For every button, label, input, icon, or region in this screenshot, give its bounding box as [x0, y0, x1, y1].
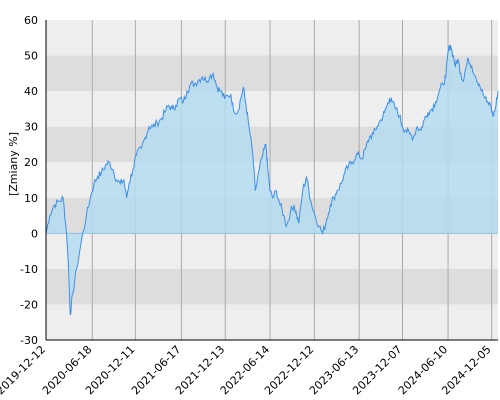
y-tick-label: -20	[20, 298, 38, 311]
y-tick-label: -10	[20, 263, 38, 276]
plot-band	[46, 233, 498, 269]
plot-band	[46, 55, 498, 92]
y-tick-labels: 60 50 40 30 20 10 0 -10 -20 -30	[20, 14, 38, 347]
series-layer	[45, 44, 499, 316]
plot-band	[46, 20, 498, 56]
y-tick-label: 10	[24, 192, 38, 205]
plot-band	[46, 304, 498, 340]
y-tick-label: 30	[24, 121, 38, 134]
y-tick-label: -30	[20, 334, 38, 347]
y-tick-label: 50	[24, 50, 38, 63]
y-tick-label: 40	[24, 85, 38, 98]
y-tick-label: 60	[24, 14, 38, 27]
x-tick-labels: 2019-12-122020-06-182020-12-112021-06-17…	[0, 343, 494, 397]
series-line	[45, 44, 499, 316]
y-axis-label: [Zmiany %]	[7, 132, 20, 196]
plot-band	[46, 91, 498, 127]
y-tick-label: 0	[31, 227, 38, 240]
y-tick-label: 20	[24, 156, 38, 169]
plot-band	[46, 268, 498, 305]
